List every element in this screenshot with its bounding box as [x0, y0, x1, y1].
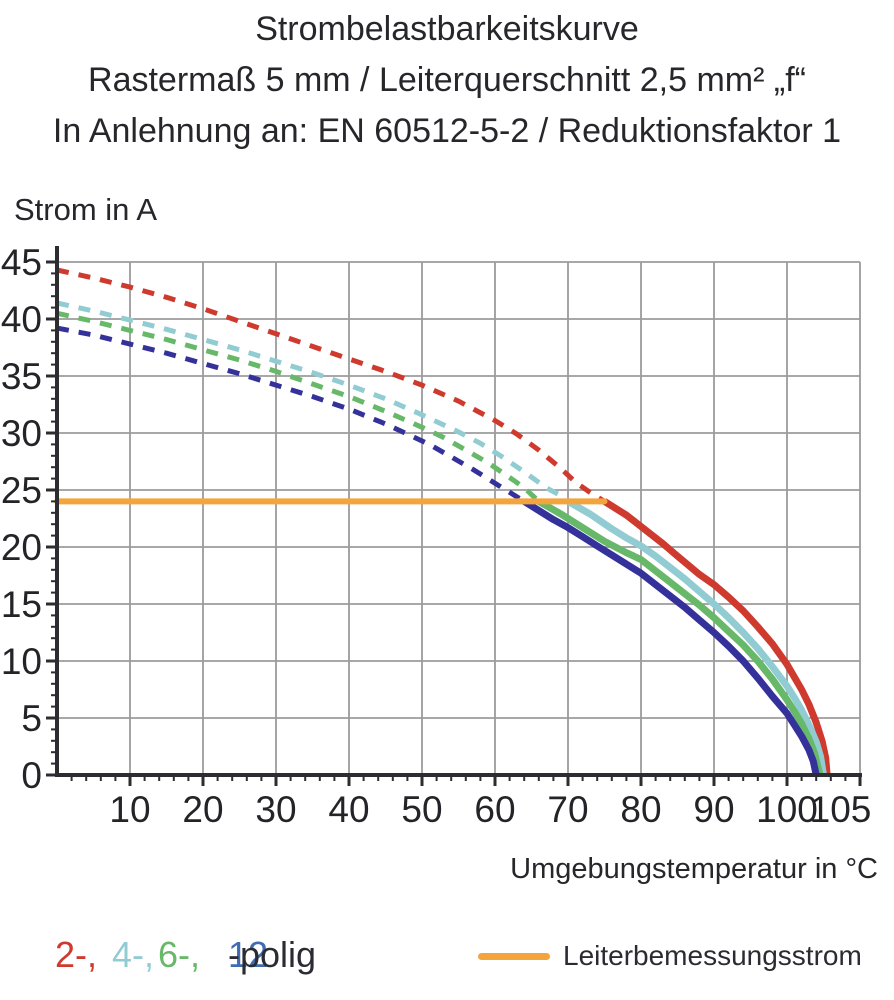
x-tick-label: 60 — [474, 789, 515, 830]
rated-current-legend: Leiterbemessungsstrom — [478, 940, 862, 972]
curve-solid-4-polig — [566, 498, 827, 776]
y-tick-label: 0 — [21, 755, 42, 796]
y-tick-label: 30 — [1, 413, 42, 454]
chart-title: Strombelastbarkeitskurve — [255, 10, 639, 48]
legend-12-number: 12 — [228, 934, 269, 975]
x-axis-title: Umgebungstemperatur in °C — [510, 853, 878, 885]
rated-current-label: Leiterbemessungsstrom — [563, 940, 862, 971]
x-tick-label: 100 — [756, 789, 818, 830]
chart-subtitle-pitch: Rastermaß 5 mm / Leiterquerschnitt 2,5 m… — [88, 61, 806, 99]
y-tick-label: 20 — [1, 527, 42, 568]
chart-subtitle-standard: In Anlehnung an: EN 60512-5-2 / Reduktio… — [52, 112, 842, 150]
legend-item-2-pole: 2-, — [55, 934, 98, 975]
poles-legend: 2-, 4-, 6-, 12 -polig — [0, 934, 480, 984]
curve-dashed-4-polig — [56, 300, 570, 504]
legend-item-6-pole: 6-, — [158, 934, 201, 975]
x-tick-label: 105 — [810, 789, 872, 830]
x-tick-label: 50 — [401, 789, 442, 830]
chart-title-block: Strombelastbarkeitskurve Rastermaß 5 mm … — [0, 4, 894, 157]
x-tick-label: 30 — [255, 789, 296, 830]
y-tick-label: 10 — [1, 641, 42, 682]
rated-current-line-swatch — [478, 952, 550, 960]
curve-dashed-2-polig — [56, 267, 606, 504]
legend-polig-suffix: -polig — [228, 934, 317, 975]
curve-dashed-6-polig — [56, 310, 541, 504]
x-tick-label: 40 — [328, 789, 369, 830]
curve-solid-12-polig — [522, 498, 820, 776]
y-tick-label: 40 — [1, 299, 42, 340]
y-tick-label: 5 — [21, 698, 42, 739]
x-tick-label: 70 — [547, 789, 588, 830]
curve-solid-2-polig — [602, 498, 831, 776]
x-tick-label: 10 — [109, 789, 150, 830]
y-axis-title: Strom in A — [14, 192, 157, 227]
x-tick-label: 80 — [620, 789, 661, 830]
y-tick-label: 25 — [1, 470, 42, 511]
x-tick-label: 90 — [693, 789, 734, 830]
curve-dashed-12-polig — [56, 325, 526, 504]
curve-solid-6-polig — [537, 498, 824, 776]
legend-item-4-pole: 4-, — [112, 934, 155, 975]
x-tick-label: 20 — [182, 789, 223, 830]
y-tick-label: 15 — [1, 584, 42, 625]
y-tick-label: 45 — [1, 242, 42, 283]
y-tick-label: 35 — [1, 356, 42, 397]
